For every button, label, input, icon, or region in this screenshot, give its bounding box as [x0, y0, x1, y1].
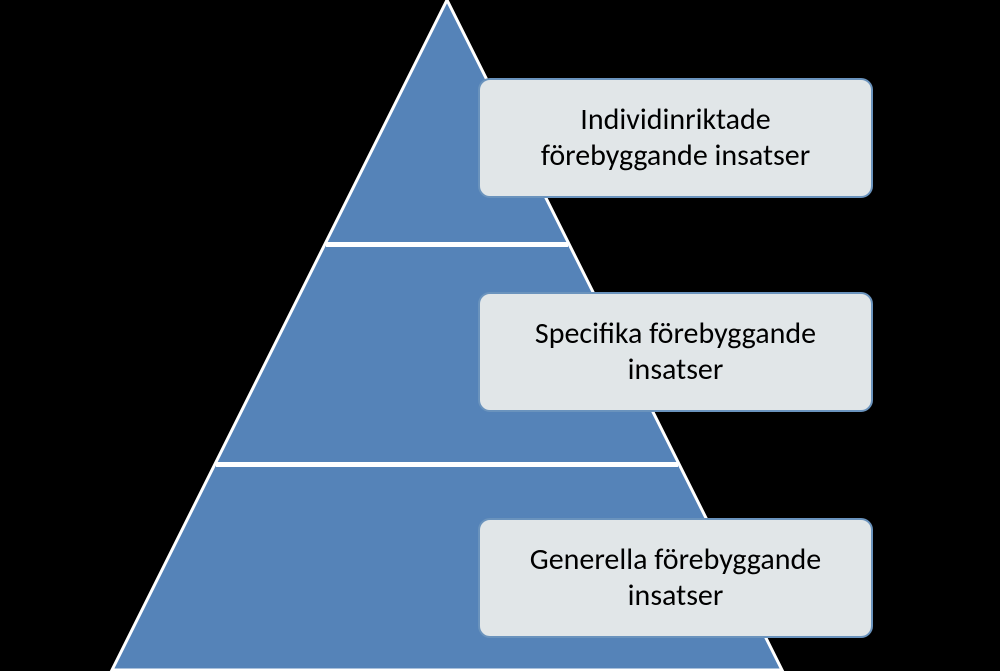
pyramid-divider-1 [326, 242, 568, 247]
pyramid-label-top-text: Individinriktade förebyggande insatser [504, 102, 847, 174]
pyramid-label-bottom: Generella förebyggande insatser [478, 518, 873, 638]
pyramid-label-bottom-text: Generella förebyggande insatser [504, 542, 847, 614]
pyramid-label-top: Individinriktade förebyggande insatser [478, 78, 873, 198]
pyramid-label-middle: Specifika förebyggande insatser [478, 292, 873, 412]
pyramid-diagram: Individinriktade förebyggande insatser S… [0, 0, 1000, 671]
pyramid-divider-2 [216, 462, 678, 467]
pyramid-label-middle-text: Specifika förebyggande insatser [504, 316, 847, 388]
